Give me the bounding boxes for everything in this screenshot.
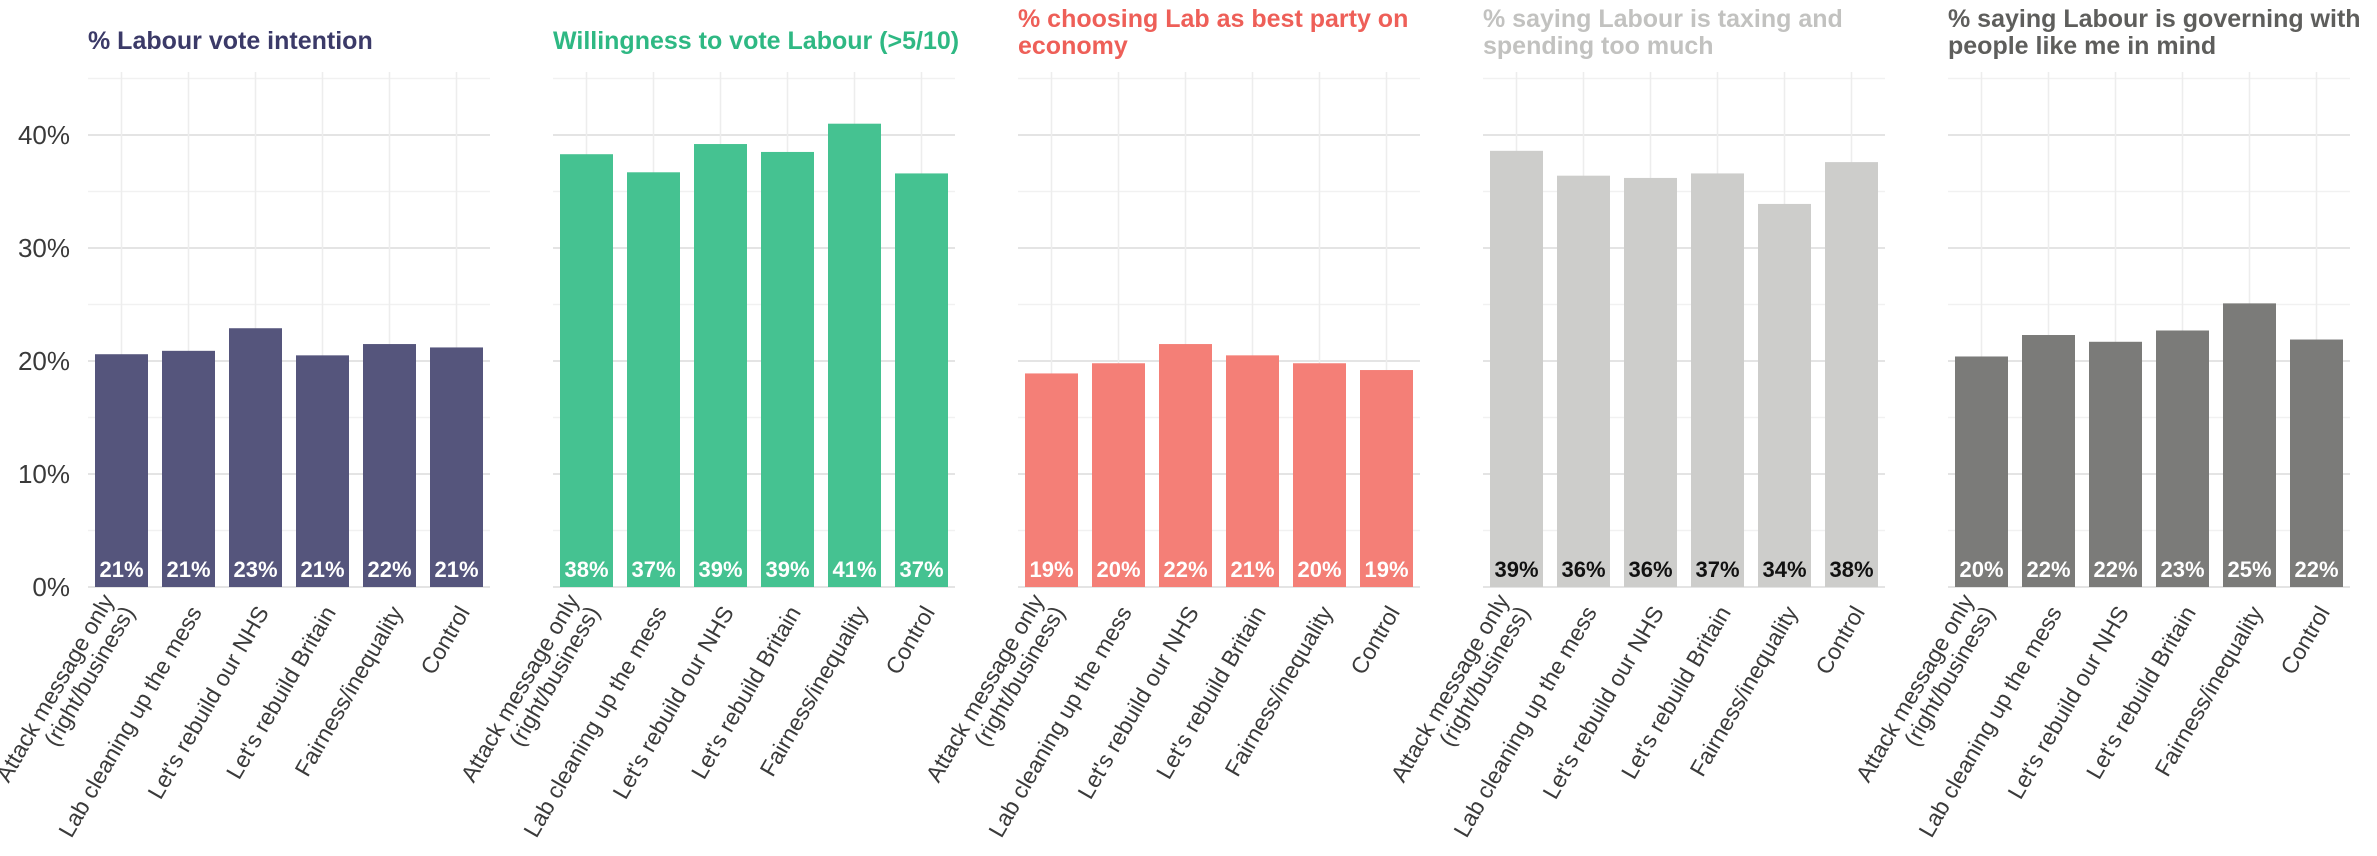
- x-tick-label: Control: [880, 602, 940, 679]
- bar-3-5: [1293, 363, 1346, 587]
- data-label: 36%: [1628, 557, 1672, 582]
- y-tick-label: 10%: [18, 459, 70, 489]
- bar-4-1: [1490, 150, 1543, 587]
- x-tick-label: Control: [1810, 602, 1870, 679]
- data-label: 34%: [1762, 557, 1806, 582]
- data-label: 20%: [1096, 557, 1140, 582]
- x-tick-label: Control: [1345, 602, 1405, 679]
- bar-1-3: [229, 328, 282, 587]
- panel-title: % saying Labour is governing with people …: [1948, 5, 2361, 60]
- data-label: 22%: [367, 557, 411, 582]
- chart-panel-4: % saying Labour is taxing and spending to…: [1385, 5, 1885, 842]
- data-label: 37%: [631, 557, 675, 582]
- bar-5-1: [1955, 356, 2008, 587]
- bar-2-2: [627, 172, 680, 588]
- bar-4-4: [1691, 173, 1744, 588]
- x-tick-label: Attack message only(right/business): [0, 589, 140, 798]
- x-tick-label: Let's rebuild our NHS: [2002, 602, 2133, 804]
- bar-1-2: [162, 350, 215, 587]
- chart-panel-1: % Labour vote intention 21% Attack message…: [0, 27, 490, 842]
- bar-5-6: [2290, 339, 2343, 587]
- bar-4-6: [1825, 162, 1878, 587]
- chart-panel-3: % choosing Lab as best party on economy 19…: [920, 5, 1420, 842]
- data-label: 21%: [434, 557, 478, 582]
- data-label: 37%: [899, 557, 943, 582]
- data-label: 21%: [166, 557, 210, 582]
- x-tick-label: Let's rebuild our NHS: [607, 602, 738, 804]
- y-tick-label: 40%: [18, 120, 70, 150]
- y-tick-label: 30%: [18, 233, 70, 263]
- data-label: 22%: [2294, 557, 2338, 582]
- data-label: 20%: [1297, 557, 1341, 582]
- bar-2-1: [560, 154, 613, 587]
- data-label: 19%: [1029, 557, 1073, 582]
- bar-1-1: [95, 354, 148, 587]
- bar-2-6: [895, 173, 948, 588]
- data-label: 21%: [1230, 557, 1274, 582]
- bar-3-1: [1025, 373, 1078, 587]
- bar-4-5: [1758, 203, 1811, 587]
- chart-panel-2: Willingness to vote Labour (>5/10)38%Att…: [455, 27, 959, 842]
- bar-3-3: [1159, 344, 1212, 587]
- panel-title: Willingness to vote Labour (>5/10): [553, 27, 959, 55]
- x-tick-label: Let's rebuild our NHS: [142, 602, 273, 804]
- data-label: 22%: [1163, 557, 1207, 582]
- x-tick-label: Control: [2275, 602, 2335, 679]
- bar-2-4: [761, 151, 814, 587]
- bar-5-4: [2156, 330, 2209, 587]
- bar-3-6: [1360, 370, 1413, 587]
- data-label: 25%: [2227, 557, 2271, 582]
- bar-4-2: [1557, 175, 1610, 587]
- x-tick-label: Let's rebuild our NHS: [1072, 602, 1203, 804]
- data-label: 20%: [1959, 557, 2003, 582]
- data-label: 22%: [2026, 557, 2070, 582]
- panel-title: % Labour vote intention: [88, 27, 373, 55]
- data-label: 38%: [564, 557, 608, 582]
- bar-5-5: [2223, 303, 2276, 587]
- bar-2-5: [828, 123, 881, 587]
- bar-5-3: [2089, 341, 2142, 587]
- chart-panel-5: % saying Labour is governing with people …: [1850, 5, 2360, 842]
- data-label: 21%: [300, 557, 344, 582]
- data-label: 23%: [233, 557, 277, 582]
- bar-3-4: [1226, 355, 1279, 587]
- data-label: 39%: [765, 557, 809, 582]
- bar-2-3: [694, 144, 747, 588]
- panel-title: % choosing Lab as best party on economy: [1018, 5, 1408, 60]
- x-tick-label: Let's rebuild our NHS: [1537, 602, 1668, 804]
- bar-1-5: [363, 344, 416, 587]
- data-label: 39%: [698, 557, 742, 582]
- data-label: 39%: [1494, 557, 1538, 582]
- data-label: 22%: [2093, 557, 2137, 582]
- data-label: 37%: [1695, 557, 1739, 582]
- data-label: 23%: [2160, 557, 2204, 582]
- bar-4-3: [1624, 177, 1677, 587]
- data-label: 38%: [1829, 557, 1873, 582]
- y-tick-label: 20%: [18, 346, 70, 376]
- bar-1-6: [430, 347, 483, 587]
- panel-title: % saying Labour is taxing and spending to…: [1483, 5, 1843, 60]
- x-tick-label: Control: [415, 602, 475, 679]
- data-label: 41%: [832, 557, 876, 582]
- data-label: 36%: [1561, 557, 1605, 582]
- data-label: 19%: [1364, 557, 1408, 582]
- bar-1-4: [296, 355, 349, 587]
- bar-5-2: [2022, 335, 2075, 587]
- y-tick-label: 0%: [32, 572, 70, 602]
- data-label: 21%: [99, 557, 143, 582]
- bar-3-2: [1092, 363, 1145, 587]
